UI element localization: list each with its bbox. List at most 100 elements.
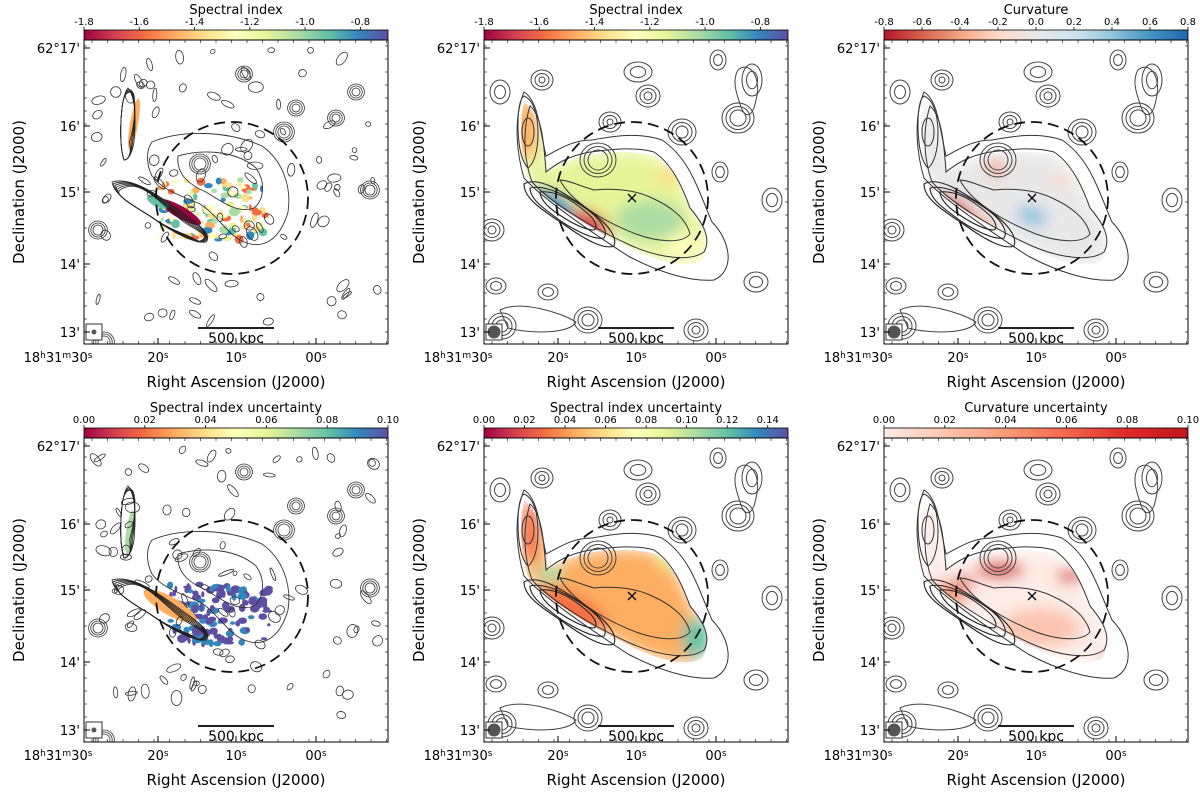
x-axis-label: Right Ascension (J2000) xyxy=(146,373,325,391)
dec-tick-label: 16' xyxy=(460,518,480,533)
colorbar-tick-label: -0.6 xyxy=(912,17,932,28)
x-axis-label: Right Ascension (J2000) xyxy=(546,373,725,391)
cluster-radius-circle xyxy=(555,519,709,673)
axis-ticks xyxy=(883,438,1188,742)
colorbar-tick-label: 0.10 xyxy=(676,415,698,426)
dec-tick-label: 15' xyxy=(860,584,880,599)
dec-tick-label: 13' xyxy=(460,326,480,341)
ra-tick-label: 00s xyxy=(1105,351,1127,366)
axis-ticks xyxy=(83,438,388,742)
colorbar-tick-label: -1.2 xyxy=(240,17,260,28)
scale-bar-label: 500 kpc xyxy=(208,331,264,347)
ra-tick-label: 10s xyxy=(1025,351,1047,366)
ra-tick-label: 20s xyxy=(147,351,169,366)
ra-tick-label: 18h31m30s xyxy=(424,749,493,764)
color-map xyxy=(128,98,269,244)
colorbar: Spectral index uncertainty 0.00 0.02 0.04 0.… xyxy=(73,401,399,439)
colorbar-title: Spectral index uncertainty xyxy=(550,401,722,416)
dec-tick-label: 16' xyxy=(860,518,880,533)
colorbar-tick-label: -1.0 xyxy=(295,17,315,28)
ra-tick-label: 00s xyxy=(305,351,327,366)
dec-tick-label: 13' xyxy=(860,724,880,739)
colorbar-tick-label: -1.8 xyxy=(474,17,494,28)
scale-bar: 500 kpc xyxy=(998,725,1074,742)
colorbar-tick-label: -0.4 xyxy=(950,17,970,28)
colorbar: Spectral index -1.8 -1.6 -1.4 -1.2 -1.0 -0.8 xyxy=(74,3,389,41)
dec-tick-label: 14' xyxy=(60,656,80,671)
y-axis-label: Declination (J2000) xyxy=(810,518,828,662)
x-axis-label: Right Ascension (J2000) xyxy=(146,771,325,789)
colorbar-tick-label: -1.0 xyxy=(695,17,715,28)
panel-spectral-index-uncertainty-highres: Spectral index uncertainty 0.00 0.02 0.04 0.… xyxy=(0,398,400,796)
x-axis-label: Right Ascension (J2000) xyxy=(546,771,725,789)
cluster-center-marker xyxy=(627,193,637,203)
colorbar-title: Spectral index xyxy=(589,3,683,18)
y-axis-label: Declination (J2000) xyxy=(10,120,28,264)
beam-indicator xyxy=(485,323,503,341)
dec-tick-label: 15' xyxy=(60,186,80,201)
colorbar-tick-label: -0.2 xyxy=(988,17,1008,28)
dec-tick-label: 62°17' xyxy=(837,440,880,455)
colorbar-tick-label: 0.10 xyxy=(1177,415,1199,426)
dec-tick-label: 16' xyxy=(460,120,480,135)
panel-spectral-index-uncertainty-lowres: Spectral index uncertainty 0.00 0.02 0.04 0.… xyxy=(400,398,800,796)
ra-tick-label: 00s xyxy=(305,749,327,764)
colorbar-tick-label: 0.12 xyxy=(716,415,738,426)
colorbar-gradient xyxy=(483,29,789,41)
panel-spectral-index-lowres: Spectral index -1.8 -1.6 -1.4 -1.2 -1.0 -0.8 50… xyxy=(400,0,800,398)
ra-tick-label: 10s xyxy=(1025,749,1047,764)
dec-tick-label: 15' xyxy=(860,186,880,201)
dec-tick-label: 14' xyxy=(860,258,880,273)
image-axes: 500 kpc xyxy=(883,437,1189,743)
colorbar-tick-label: 0.04 xyxy=(554,415,576,426)
ra-tick-label: 10s xyxy=(225,351,247,366)
colorbar: Curvature uncertainty 0.00 0.02 0.04 0.06 0.0… xyxy=(873,401,1199,439)
ra-tick-label: 00s xyxy=(1105,749,1127,764)
dec-tick-label: 62°17' xyxy=(837,42,880,57)
colorbar-tick-label: 0.2 xyxy=(1066,17,1082,28)
dec-tick-label: 62°17' xyxy=(437,440,480,455)
colorbar-tick-label: 0.8 xyxy=(1180,17,1196,28)
ra-tick-label: 10s xyxy=(225,749,247,764)
dec-tick-label: 62°17' xyxy=(37,42,80,57)
colorbar-tick-label: -1.2 xyxy=(640,17,660,28)
beam-indicator xyxy=(85,721,103,739)
image-axes: 500 kpc xyxy=(83,39,389,347)
scale-bar-label: 500 kpc xyxy=(608,729,664,745)
y-axis-label: Declination (J2000) xyxy=(410,518,428,662)
image-axes: 500 kpc xyxy=(483,437,789,745)
contour-lines xyxy=(88,445,384,742)
colorbar-title: Spectral index xyxy=(189,3,283,18)
dec-tick-label: 16' xyxy=(60,518,80,533)
contour-lines xyxy=(484,49,783,342)
colorbar-tick-label: -0.8 xyxy=(751,17,771,28)
colorbar-title: Curvature xyxy=(1004,3,1069,18)
contour-lines xyxy=(884,49,1183,342)
ra-tick-label: 00s xyxy=(705,749,727,764)
image-axes: 500 kpc xyxy=(83,437,389,743)
dec-tick-label: 14' xyxy=(860,656,880,671)
colorbar-tick-label: 0.0 xyxy=(1028,17,1044,28)
panel-curvature-uncertainty: Curvature uncertainty 0.00 0.02 0.04 0.06 0.0… xyxy=(800,398,1200,796)
colorbar-gradient xyxy=(883,427,1189,439)
cluster-center-marker xyxy=(627,591,637,601)
colorbar-tick-label: -0.8 xyxy=(874,17,894,28)
colorbar-gradient xyxy=(883,29,1189,41)
dec-tick-label: 16' xyxy=(860,120,880,135)
colorbar-tick-label: -1.8 xyxy=(74,17,94,28)
dec-tick-label: 62°17' xyxy=(37,440,80,455)
colorbar-tick-label: 0.08 xyxy=(635,415,657,426)
y-axis-label: Declination (J2000) xyxy=(10,518,28,662)
colorbar-tick-label: 0.4 xyxy=(1104,17,1120,28)
dec-tick-label: 13' xyxy=(60,326,80,341)
ra-tick-label: 10s xyxy=(625,749,647,764)
colorbar-title: Spectral index uncertainty xyxy=(150,401,322,416)
dec-tick-label: 14' xyxy=(60,258,80,273)
dec-tick-label: 15' xyxy=(60,584,80,599)
image-axes: 500 kpc xyxy=(483,39,789,345)
colorbar-tick-label: 0.02 xyxy=(134,415,156,426)
x-axis-label: Right Ascension (J2000) xyxy=(946,771,1125,789)
colorbar-gradient xyxy=(83,427,389,439)
beam-indicator xyxy=(485,721,503,739)
beam-indicator xyxy=(885,721,903,739)
